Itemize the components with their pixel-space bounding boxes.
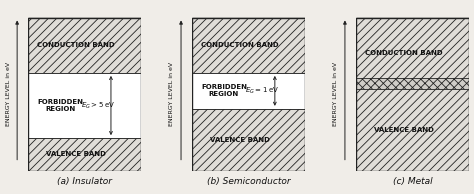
- Text: FORBIDDEN
REGION: FORBIDDEN REGION: [37, 99, 83, 112]
- Text: VALENCE BAND: VALENCE BAND: [374, 127, 434, 133]
- Bar: [356, 78, 469, 114]
- Text: $E_G = 1$ eV: $E_G = 1$ eV: [245, 86, 280, 96]
- Text: VALENCE BAND: VALENCE BAND: [46, 152, 106, 157]
- Bar: [192, 17, 305, 73]
- Text: CONDUCTION BAND: CONDUCTION BAND: [365, 50, 443, 56]
- Text: CONDUCTION BAND: CONDUCTION BAND: [201, 42, 279, 48]
- Bar: [192, 109, 305, 171]
- Bar: [192, 73, 305, 109]
- Bar: [356, 17, 469, 89]
- Bar: [28, 17, 141, 73]
- Bar: [356, 89, 469, 171]
- Bar: [28, 73, 141, 138]
- Text: FORBIDDEN
REGION: FORBIDDEN REGION: [201, 84, 247, 97]
- Text: (c) Metal: (c) Metal: [393, 177, 433, 186]
- Text: (a) Insulator: (a) Insulator: [57, 177, 112, 186]
- Bar: [28, 138, 141, 171]
- Text: ENERGY LEVEL in eV: ENERGY LEVEL in eV: [6, 62, 10, 126]
- Text: $E_G > 5$ eV: $E_G > 5$ eV: [81, 100, 116, 111]
- Text: ENERGY LEVEL in eV: ENERGY LEVEL in eV: [333, 62, 338, 126]
- Text: CONDUCTION BAND: CONDUCTION BAND: [37, 42, 115, 48]
- Text: VALENCE BAND: VALENCE BAND: [210, 137, 270, 143]
- Text: ENERGY LEVEL in eV: ENERGY LEVEL in eV: [170, 62, 174, 126]
- Text: (b) Semiconductor: (b) Semiconductor: [207, 177, 291, 186]
